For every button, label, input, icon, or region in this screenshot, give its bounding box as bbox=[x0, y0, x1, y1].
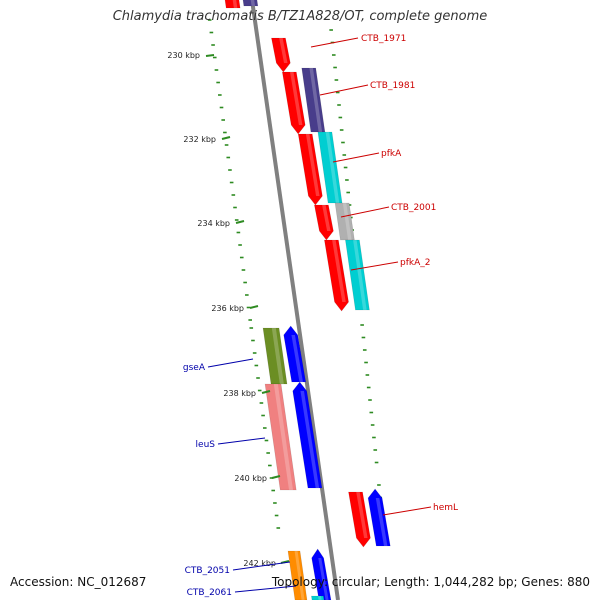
gene-highlight bbox=[325, 132, 340, 203]
genome-backbone bbox=[250, 0, 340, 600]
forward-gene-leader-line bbox=[310, 37, 359, 48]
gene-highlight bbox=[232, 0, 238, 8]
tick-mark bbox=[221, 136, 231, 140]
forward-gene-label[interactable]: hemL bbox=[433, 503, 458, 513]
reverse-gene-label[interactable]: leuS bbox=[196, 440, 216, 450]
gene-arrow-g10[interactable] bbox=[283, 325, 307, 383]
gene-highlight bbox=[318, 558, 329, 600]
reverse-gene-leader-line bbox=[234, 585, 297, 593]
forward-gene-label[interactable]: CTB_1971 bbox=[361, 34, 406, 44]
gene-arrow-g6[interactable] bbox=[314, 204, 334, 241]
gene-arrow-g11[interactable] bbox=[262, 327, 288, 385]
forward-gene-leader-line bbox=[350, 261, 399, 271]
tick-mark bbox=[249, 305, 259, 309]
gene-highlight bbox=[309, 68, 323, 132]
gene-highlight bbox=[356, 492, 368, 538]
gene-arrow-g9[interactable] bbox=[345, 239, 370, 311]
gene-highlight bbox=[342, 203, 352, 240]
gene-highlight bbox=[290, 72, 303, 125]
gene-arrow-g1[interactable] bbox=[271, 37, 291, 73]
tick-label: 236 kbp bbox=[211, 304, 244, 313]
gene-arrow-g18[interactable] bbox=[311, 595, 325, 600]
gene-arrow-g-top-purple[interactable] bbox=[242, 0, 259, 7]
gene-highlight bbox=[300, 391, 320, 488]
reverse-gene-leader-line bbox=[232, 561, 291, 571]
forward-gene-label[interactable]: CTB_1981 bbox=[370, 81, 415, 91]
forward-gene-label[interactable]: pfkA_2 bbox=[400, 258, 430, 268]
tick-mark bbox=[261, 390, 271, 394]
forward-gene-leader-line bbox=[332, 152, 380, 163]
tick-label: 238 kbp bbox=[223, 389, 256, 398]
gene-highlight bbox=[250, 0, 256, 6]
reverse-gene-leader-line bbox=[207, 358, 254, 368]
map-title: Chlamydia trachomatis B/TZ1A828/OT, comp… bbox=[112, 9, 488, 24]
gene-highlight bbox=[332, 240, 346, 302]
gene-highlight bbox=[322, 205, 331, 231]
gene-arrow-g13[interactable] bbox=[264, 383, 297, 491]
tick-label: 242 kbp bbox=[243, 559, 276, 568]
gene-arrow-g12[interactable] bbox=[292, 381, 323, 489]
gene-arrow-g16[interactable] bbox=[287, 550, 308, 600]
position-ticks: 230 kbp 232 kbp 234 kbp 236 kbp 238 kbp 240 k… bbox=[167, 51, 290, 568]
gene-highlight bbox=[353, 240, 367, 310]
tick-mark bbox=[271, 475, 281, 479]
reverse-gene-label[interactable]: gseA bbox=[183, 363, 206, 373]
accession-text: Accession: NC_012687 bbox=[10, 575, 147, 589]
tick-label: 232 kbp bbox=[183, 135, 216, 144]
gene-arrow-g2[interactable] bbox=[281, 71, 306, 135]
forward-gene-leader-line bbox=[382, 506, 432, 516]
gene-highlight bbox=[271, 328, 284, 384]
gene-highlight bbox=[279, 38, 288, 63]
reverse-gene-leader-line bbox=[217, 437, 266, 445]
gene-highlight bbox=[318, 596, 322, 600]
gene-features bbox=[224, 0, 391, 600]
forward-gene-label[interactable]: pfkA bbox=[381, 149, 402, 159]
gene-arrow-g14[interactable] bbox=[348, 491, 371, 548]
gene-arrow-g-top-red[interactable] bbox=[224, 0, 241, 9]
gene-arrow-g8[interactable] bbox=[324, 239, 349, 312]
reverse-gene-label[interactable]: CTB_2051 bbox=[185, 566, 230, 576]
gene-highlight bbox=[291, 335, 303, 382]
tick-label: 240 kbp bbox=[234, 474, 267, 483]
tick-label: 234 kbp bbox=[197, 219, 230, 228]
tick-mark bbox=[235, 220, 245, 224]
topology-text: Topology: circular; Length: 1,044,282 bp… bbox=[271, 575, 590, 589]
gene-highlight bbox=[273, 384, 294, 490]
forward-gene-leader-line bbox=[340, 206, 390, 218]
gene-arrow-g17[interactable] bbox=[311, 548, 332, 600]
gene-arrow-g4[interactable] bbox=[297, 133, 323, 206]
gene-labels: CTB_1971 CTB_1981 pfkA CTB_2001 pfkA_2 hemL gs… bbox=[183, 34, 458, 598]
forward-gene-leader-line bbox=[319, 84, 369, 96]
tick-mark bbox=[205, 54, 215, 57]
tick-label: 230 kbp bbox=[167, 51, 200, 60]
gene-highlight bbox=[305, 134, 320, 196]
gene-arrow-g15[interactable] bbox=[367, 488, 391, 547]
gene-highlight bbox=[294, 551, 305, 600]
reverse-gene-label[interactable]: CTB_2061 bbox=[187, 588, 232, 598]
forward-gene-label[interactable]: CTB_2001 bbox=[391, 203, 436, 213]
gene-highlight bbox=[375, 498, 388, 546]
